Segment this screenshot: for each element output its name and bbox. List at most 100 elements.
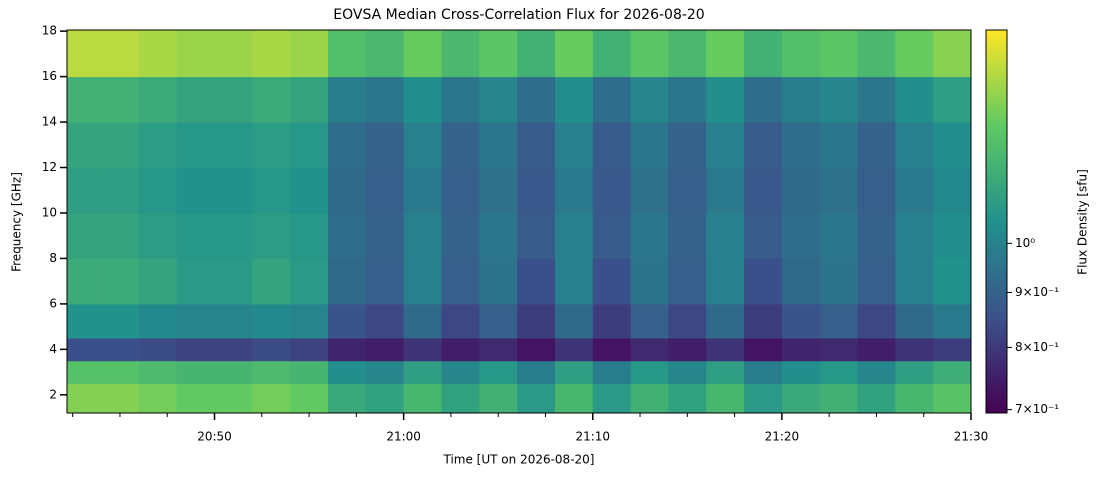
heatmap-cell — [176, 30, 216, 78]
heatmap-cell — [176, 76, 216, 123]
heatmap-cell — [933, 303, 972, 339]
heatmap-cell — [857, 167, 896, 214]
heatmap-cell — [479, 258, 518, 305]
heatmap-cell — [365, 337, 405, 362]
heatmap-cell — [781, 122, 821, 169]
heatmap-cell — [781, 258, 821, 305]
heatmap-cell — [517, 212, 556, 259]
heatmap-cell — [668, 212, 707, 259]
heatmap-cell — [592, 258, 632, 305]
heatmap-cell — [67, 337, 102, 362]
heatmap-cell — [441, 337, 480, 362]
heatmap-cell — [138, 258, 178, 305]
heatmap-cell — [744, 30, 783, 78]
heatmap-cell — [327, 303, 367, 339]
heatmap-cell — [554, 30, 594, 78]
colorbar-tick-label: 8×10⁻¹ — [1015, 340, 1059, 354]
heatmap-cell — [592, 167, 632, 214]
heatmap-cell — [744, 76, 783, 123]
heatmap-cell — [781, 360, 821, 384]
heatmap-cell — [479, 76, 518, 123]
heatmap-cell — [517, 383, 556, 414]
heatmap-cell — [781, 212, 821, 259]
colorbar-tick-label: 9×10⁻¹ — [1015, 285, 1059, 299]
y-tick-label: 18 — [42, 24, 57, 38]
x-tick-label: 20:50 — [197, 430, 232, 444]
y-tick-label: 16 — [42, 69, 57, 83]
heatmap-cell — [706, 167, 745, 214]
heatmap-cell — [441, 258, 480, 305]
heatmap-cell — [327, 167, 367, 214]
colorbar — [985, 29, 1008, 414]
y-axis-label: Frequency [GHz] — [10, 172, 24, 272]
heatmap-cell — [744, 303, 783, 339]
heatmap-cell — [67, 360, 102, 384]
heatmap-cell — [403, 360, 442, 384]
heatmap-cell — [895, 76, 934, 123]
heatmap-cell — [479, 122, 518, 169]
heatmap-cell — [176, 337, 216, 362]
heatmap-cell — [630, 360, 669, 384]
heatmap-cell — [554, 360, 594, 384]
heatmap-cell — [441, 30, 480, 78]
heatmap-cell — [933, 30, 972, 78]
heatmap-cell — [517, 30, 556, 78]
heatmap — [67, 30, 972, 414]
heatmap-cell — [441, 383, 480, 414]
heatmap-cell — [819, 122, 859, 169]
heatmap-cell — [290, 360, 329, 384]
heatmap-cell — [290, 303, 329, 339]
heatmap-cell — [290, 258, 329, 305]
heatmap-cell — [781, 167, 821, 214]
heatmap-cell — [67, 76, 102, 123]
heatmap-cell — [67, 303, 102, 339]
heatmap-cell — [630, 76, 669, 123]
heatmap-cell — [290, 337, 329, 362]
heatmap-cell — [290, 212, 329, 259]
heatmap-cell — [252, 258, 291, 305]
y-tick-label: 2 — [49, 387, 57, 401]
heatmap-cell — [67, 30, 102, 78]
heatmap-cell — [630, 303, 669, 339]
heatmap-cell — [895, 360, 934, 384]
heatmap-cell — [554, 212, 594, 259]
x-tick-label: 21:30 — [954, 430, 989, 444]
heatmap-cell — [706, 303, 745, 339]
y-tick-label: 14 — [42, 115, 57, 129]
heatmap-cell — [176, 167, 216, 214]
heatmap-cell — [781, 76, 821, 123]
heatmap-cell — [668, 167, 707, 214]
heatmap-cell — [138, 383, 178, 414]
heatmap-cell — [592, 360, 632, 384]
heatmap-cell — [252, 303, 291, 339]
heatmap-cell — [252, 122, 291, 169]
heatmap-cell — [67, 212, 102, 259]
heatmap-cell — [290, 76, 329, 123]
heatmap-cell — [592, 337, 632, 362]
heatmap-cell — [781, 337, 821, 362]
heatmap-cell — [857, 337, 896, 362]
heatmap-cell — [706, 122, 745, 169]
heatmap-cell — [252, 212, 291, 259]
heatmap-cell — [554, 303, 594, 339]
heatmap-cell — [592, 122, 632, 169]
heatmap-cell — [327, 383, 367, 414]
heatmap-cell — [668, 122, 707, 169]
heatmap-cell — [706, 212, 745, 259]
heatmap-cell — [668, 303, 707, 339]
heatmap-cell — [403, 383, 442, 414]
heatmap-cell — [101, 360, 140, 384]
heatmap-cell — [252, 337, 291, 362]
heatmap-cell — [554, 122, 594, 169]
heatmap-cell — [819, 303, 859, 339]
heatmap-cell — [403, 122, 442, 169]
heatmap-cell — [67, 122, 102, 169]
heatmap-cell — [365, 303, 405, 339]
heatmap-cell — [554, 383, 594, 414]
heatmap-cell — [403, 76, 442, 123]
heatmap-cell — [290, 30, 329, 78]
heatmap-cell — [933, 360, 972, 384]
heatmap-cell — [101, 303, 140, 339]
heatmap-cell — [138, 167, 178, 214]
heatmap-cell — [101, 167, 140, 214]
